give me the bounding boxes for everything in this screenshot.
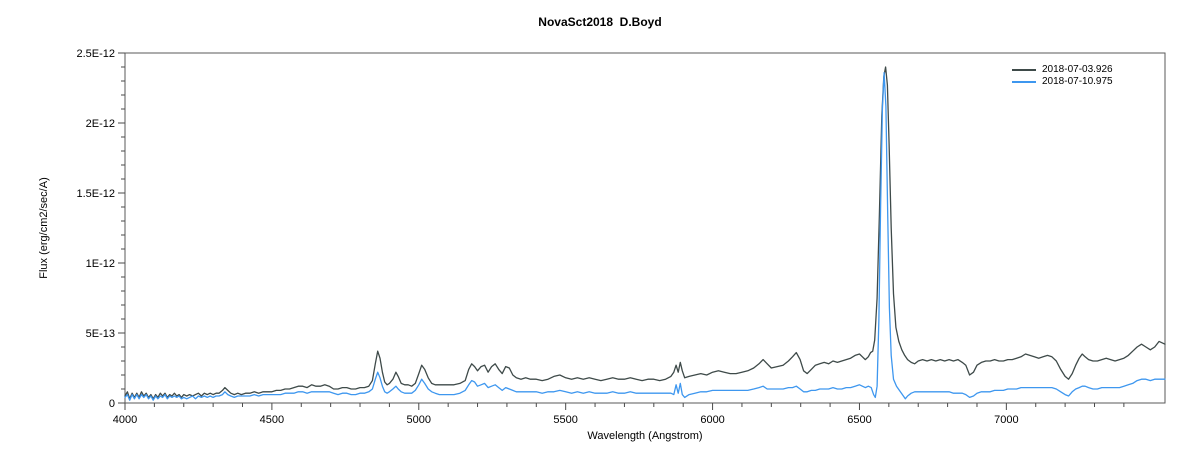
svg-text:5E-13: 5E-13 xyxy=(86,328,115,340)
legend: 2018-07-03.926 2018-07-10.975 xyxy=(1012,64,1113,88)
svg-text:4500: 4500 xyxy=(260,414,284,426)
y-axis-title: Flux (erg/cm2/sec/A) xyxy=(38,177,50,279)
y-axis-tick-labels: 0 5E-13 1E-12 1.5E-12 2E-12 2.5E-12 xyxy=(76,48,115,410)
chart-title: NovaSct2018 D.Boyd xyxy=(538,15,662,29)
plot-frame xyxy=(124,52,1166,404)
svg-text:7000: 7000 xyxy=(994,414,1018,426)
series-line-2018-07-10.975 xyxy=(124,71,1166,401)
svg-text:0: 0 xyxy=(109,398,115,410)
legend-line-swatch-blue xyxy=(1012,81,1036,83)
svg-text:2.5E-12: 2.5E-12 xyxy=(76,48,115,60)
svg-text:1E-12: 1E-12 xyxy=(86,258,115,270)
y-axis-ticks xyxy=(118,52,125,404)
svg-text:4000: 4000 xyxy=(113,414,137,426)
legend-label: 2018-07-10.975 xyxy=(1042,76,1113,87)
legend-item-series-2: 2018-07-10.975 xyxy=(1012,76,1113,88)
x-axis-ticks xyxy=(124,403,1125,410)
legend-item-series-1: 2018-07-03.926 xyxy=(1012,64,1113,76)
svg-text:5500: 5500 xyxy=(553,414,577,426)
x-axis-tick-labels: 4000 4500 5000 5500 6000 6500 7000 xyxy=(113,414,1019,426)
series-line-2018-07-03.926 xyxy=(124,66,1166,400)
svg-text:1.5E-12: 1.5E-12 xyxy=(76,188,115,200)
svg-text:6500: 6500 xyxy=(847,414,871,426)
legend-label: 2018-07-03.926 xyxy=(1042,64,1113,75)
svg-text:2E-12: 2E-12 xyxy=(86,118,115,130)
svg-text:5000: 5000 xyxy=(407,414,431,426)
legend-line-swatch-dark xyxy=(1012,69,1036,71)
svg-text:6000: 6000 xyxy=(700,414,724,426)
x-axis-title: Wavelength (Angstrom) xyxy=(587,430,703,442)
